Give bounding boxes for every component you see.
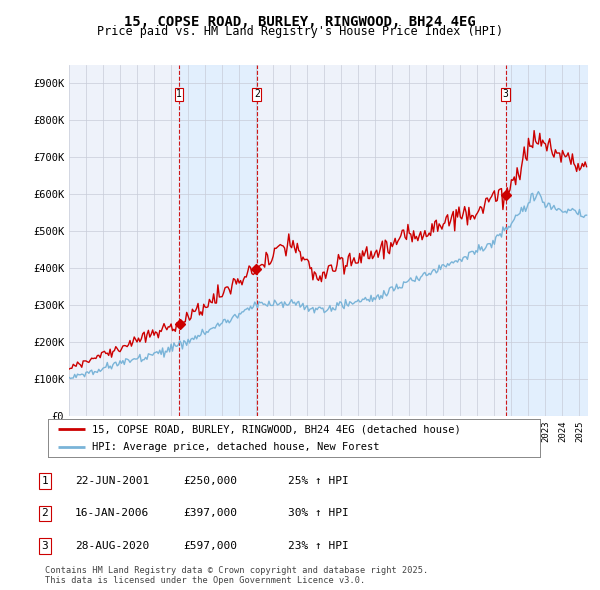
Text: 3: 3 bbox=[41, 541, 49, 550]
Text: £250,000: £250,000 bbox=[183, 476, 237, 486]
Bar bbox=[179, 65, 257, 416]
Text: 15, COPSE ROAD, BURLEY, RINGWOOD, BH24 4EG: 15, COPSE ROAD, BURLEY, RINGWOOD, BH24 4… bbox=[124, 15, 476, 29]
Text: HPI: Average price, detached house, New Forest: HPI: Average price, detached house, New … bbox=[92, 442, 380, 452]
Text: 3: 3 bbox=[503, 90, 509, 100]
Text: 30% ↑ HPI: 30% ↑ HPI bbox=[288, 509, 349, 518]
Text: Contains HM Land Registry data © Crown copyright and database right 2025.
This d: Contains HM Land Registry data © Crown c… bbox=[45, 566, 428, 585]
Text: 2: 2 bbox=[41, 509, 49, 518]
Text: 22-JUN-2001: 22-JUN-2001 bbox=[75, 476, 149, 486]
Text: 25% ↑ HPI: 25% ↑ HPI bbox=[288, 476, 349, 486]
Text: Price paid vs. HM Land Registry's House Price Index (HPI): Price paid vs. HM Land Registry's House … bbox=[97, 25, 503, 38]
Text: £397,000: £397,000 bbox=[183, 509, 237, 518]
Text: 15, COPSE ROAD, BURLEY, RINGWOOD, BH24 4EG (detached house): 15, COPSE ROAD, BURLEY, RINGWOOD, BH24 4… bbox=[92, 424, 461, 434]
Text: £597,000: £597,000 bbox=[183, 541, 237, 550]
Text: 16-JAN-2006: 16-JAN-2006 bbox=[75, 509, 149, 518]
Text: 1: 1 bbox=[176, 90, 182, 100]
Text: 1: 1 bbox=[41, 476, 49, 486]
Text: 23% ↑ HPI: 23% ↑ HPI bbox=[288, 541, 349, 550]
Bar bbox=[506, 65, 588, 416]
Text: 28-AUG-2020: 28-AUG-2020 bbox=[75, 541, 149, 550]
Text: 2: 2 bbox=[254, 90, 260, 100]
